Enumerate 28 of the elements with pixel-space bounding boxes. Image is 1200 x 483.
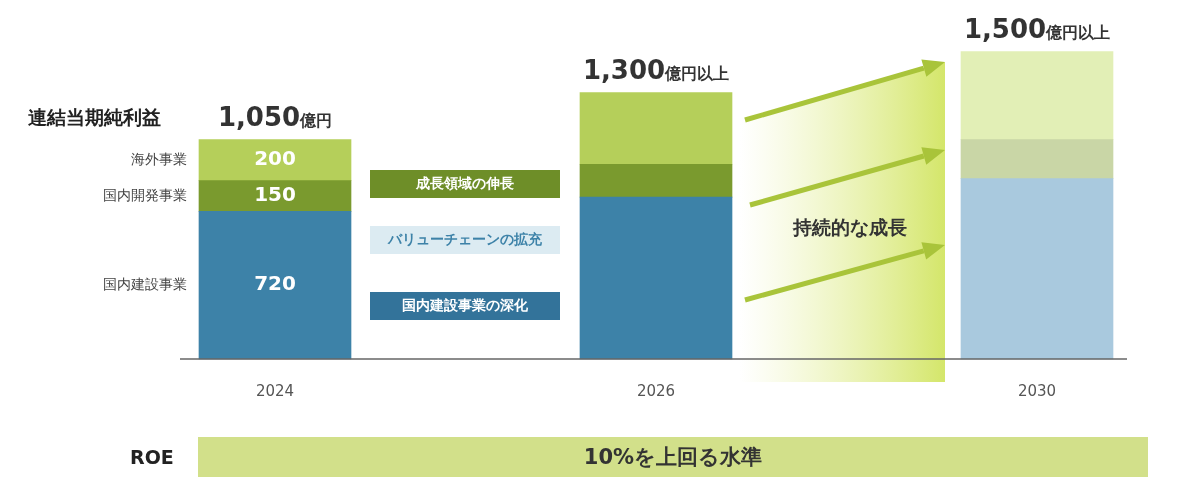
bar <box>198 211 352 360</box>
bar <box>960 51 1114 140</box>
label-box: バリューチェーンの拡充 <box>370 226 560 254</box>
bar <box>198 139 352 181</box>
data-label: 200 <box>254 146 296 171</box>
annotation: 1,050億円 <box>217 101 333 132</box>
label-box: 国内建設事業の深化 <box>370 292 560 320</box>
bar <box>579 163 733 198</box>
series-label: 海外事業 <box>131 150 187 167</box>
x-tick-label: 2024 <box>255 381 295 400</box>
x-tick-label: 2030 <box>1017 381 1057 400</box>
label-box: 成長領域の伸長 <box>370 170 560 198</box>
data-label: 720 <box>254 271 296 296</box>
series-label: 国内開発事業 <box>103 186 187 203</box>
bar <box>960 139 1114 179</box>
annotation: 1,500億円以上 <box>963 13 1111 44</box>
data-label: 150 <box>254 182 296 207</box>
annotation: 1,300億円以上 <box>582 54 730 85</box>
bar <box>960 178 1114 360</box>
series-label: 国内建設事業 <box>103 275 187 292</box>
text: ROE <box>130 445 174 470</box>
annotation: 持続的な成長 <box>791 215 908 240</box>
text: 連結当期純利益 <box>28 105 161 130</box>
bar <box>198 180 352 212</box>
bar <box>579 196 733 360</box>
bar <box>579 92 733 165</box>
x-tick-label: 2026 <box>636 381 676 400</box>
text: 10%を上回る水準 <box>198 437 1148 477</box>
